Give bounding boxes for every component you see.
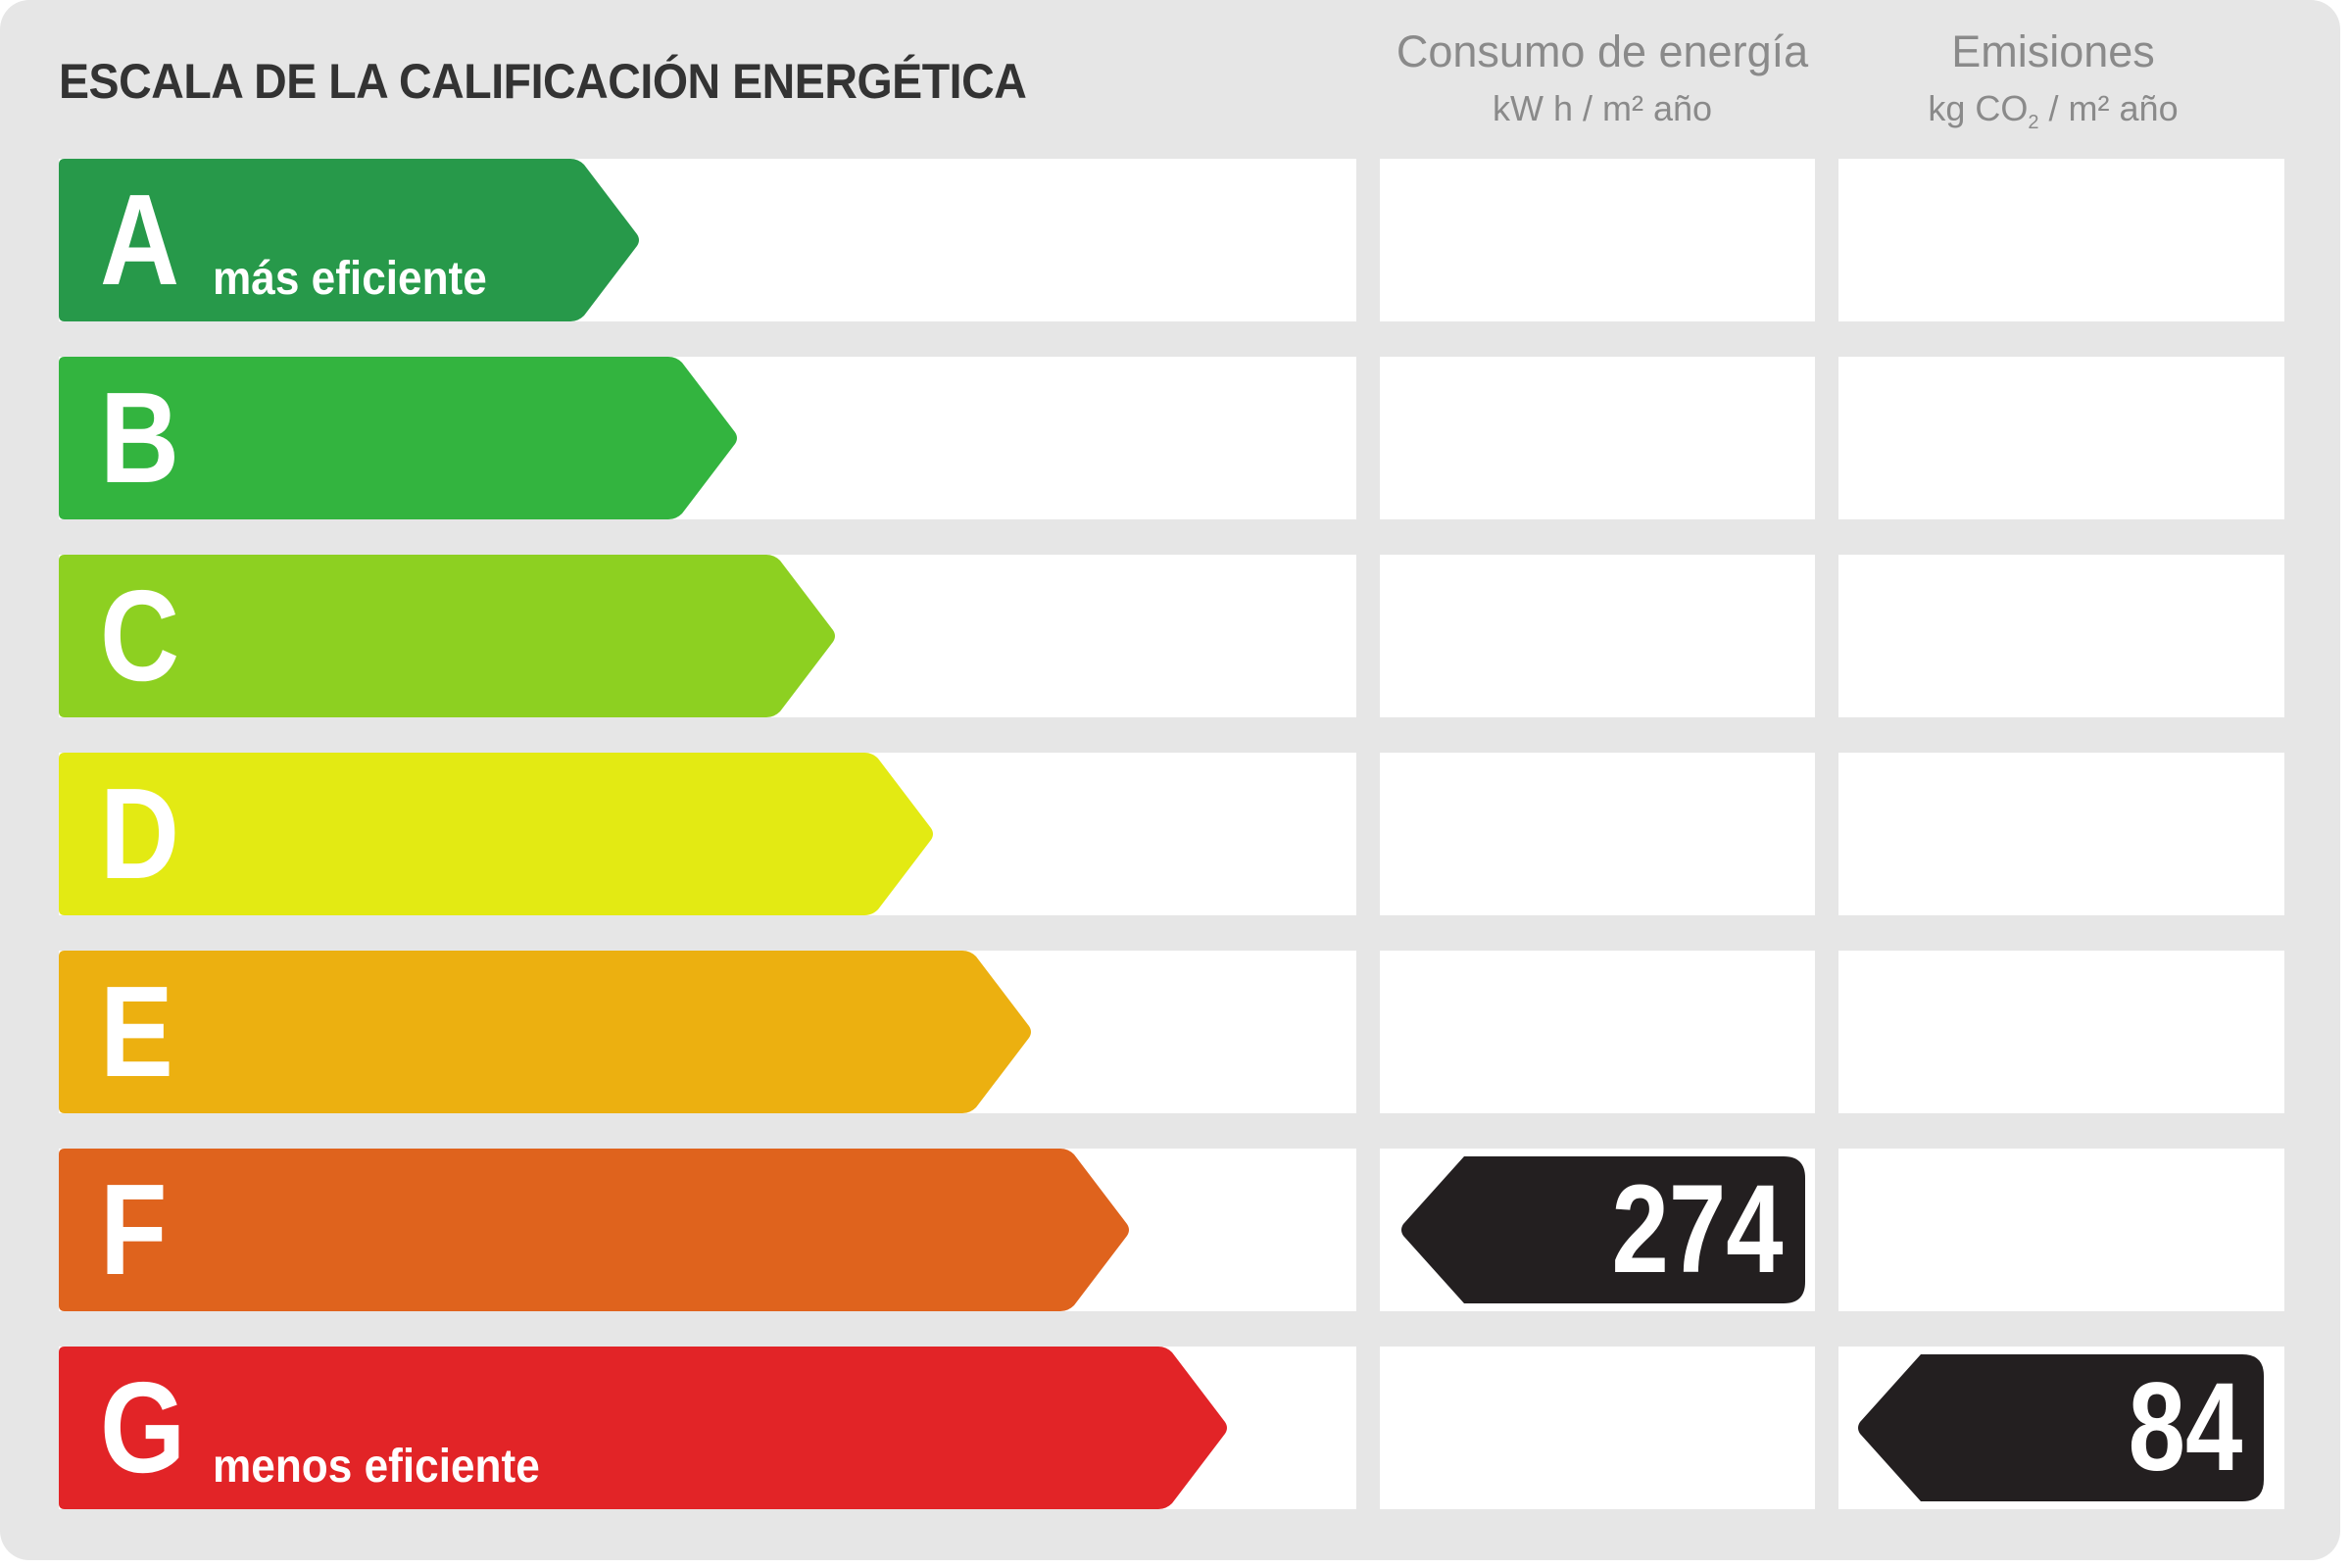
rating-arrow-fill	[59, 1347, 1227, 1509]
rating-row-b: B	[0, 357, 2340, 519]
energy-consumption-indicator: 274	[1399, 1156, 1805, 1303]
indicator-arrow-shape	[1858, 1354, 2264, 1501]
rating-arrow-shape	[59, 159, 639, 321]
rating-letter: D	[100, 761, 180, 906]
rating-band-b: B	[59, 357, 739, 519]
emissions-column-header: Emisiones kg CO2 / m² año	[1842, 27, 2264, 147]
energy-value-cell	[1380, 159, 1815, 321]
emissions-value-cell	[1838, 159, 2284, 321]
energy-value-cell	[1380, 951, 1815, 1113]
indicator-value: 84	[2128, 1357, 2242, 1497]
indicator-value: 274	[1611, 1159, 1784, 1299]
indicator-arrow-fill	[1401, 1156, 1805, 1303]
rating-arrow-shape	[59, 951, 1031, 1113]
indicator-arrow-fill	[1858, 1354, 2264, 1501]
rating-arrow-fill	[59, 753, 933, 915]
rating-letter: C	[100, 564, 180, 708]
rating-label: más eficiente	[213, 253, 487, 305]
indicator-arrow-shape	[1401, 1156, 1805, 1303]
rating-row-c: C	[0, 555, 2340, 717]
emissions-value-cell	[1838, 753, 2284, 915]
page-title: ESCALA DE LA CALIFICACIÓN ENERGÉTICA	[59, 54, 1027, 109]
energy-value-cell	[1380, 357, 1815, 519]
energy-value-cell	[1380, 555, 1815, 717]
energy-column-title: Consumo de energía	[1396, 26, 1809, 76]
rating-arrow-shape	[59, 753, 933, 915]
emissions-column-unit: kg CO2 / m² año	[1928, 88, 2179, 134]
rating-arrow-shape	[59, 1347, 1227, 1509]
rating-letter: G	[100, 1355, 186, 1499]
rating-letter: E	[100, 959, 173, 1103]
emissions-value-cell	[1838, 951, 2284, 1113]
rating-band-e: E	[59, 951, 1033, 1113]
rating-label: menos eficiente	[213, 1441, 540, 1493]
emissions-value-cell	[1838, 1149, 2284, 1311]
emissions-value-cell	[1838, 357, 2284, 519]
rating-arrow-fill	[59, 159, 639, 321]
rating-band-d: D	[59, 753, 935, 915]
rating-arrow-shape	[59, 357, 737, 519]
rating-letter: B	[100, 366, 180, 510]
emissions-value-cell	[1838, 555, 2284, 717]
rating-band-c: C	[59, 555, 837, 717]
emissions-indicator: 84	[1856, 1354, 2264, 1501]
energy-value-cell	[1380, 1347, 1815, 1509]
energy-column-unit: kW h / m² año	[1492, 88, 1713, 128]
energy-column-header: Consumo de energía kW h / m² año	[1377, 27, 1828, 133]
rating-arrow-fill	[59, 357, 737, 519]
rating-row-d: D	[0, 753, 2340, 915]
rating-arrow-shape	[59, 555, 835, 717]
rating-arrow-fill	[59, 951, 1031, 1113]
rating-row-e: E	[0, 951, 2340, 1113]
rating-row-f: F 274	[0, 1149, 2340, 1311]
emissions-column-title: Emisiones	[1951, 26, 2155, 76]
rating-letter: A	[100, 168, 180, 312]
rating-arrow-fill	[59, 555, 835, 717]
rating-arrow-shape	[59, 1149, 1129, 1311]
energy-value-cell	[1380, 753, 1815, 915]
rating-letter: F	[100, 1157, 168, 1301]
rating-arrow-fill	[59, 1149, 1129, 1311]
rating-band-f: F	[59, 1149, 1131, 1311]
